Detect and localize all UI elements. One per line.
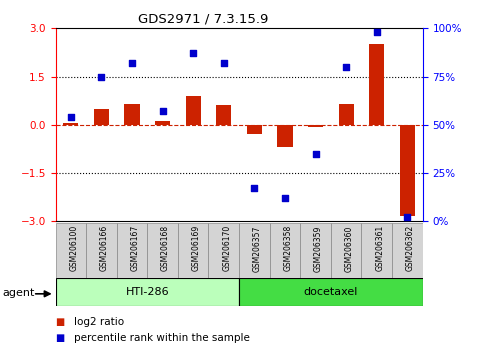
Bar [400,125,415,216]
Point [128,60,136,66]
Point [220,60,227,66]
Point [98,74,105,79]
Point [312,151,319,156]
Bar [308,125,323,127]
Point [67,114,75,120]
Bar [117,223,147,278]
Bar [63,123,78,125]
Text: GSM206357: GSM206357 [253,225,262,272]
Bar [247,125,262,135]
Text: docetaxel: docetaxel [304,287,358,297]
Text: GSM206100: GSM206100 [70,225,78,272]
Bar [94,109,109,125]
Text: log2 ratio: log2 ratio [74,317,124,327]
Point [342,64,350,70]
Bar [86,223,117,278]
Bar [392,223,423,278]
Bar [369,44,384,125]
Point [251,185,258,191]
Text: percentile rank within the sample: percentile rank within the sample [74,333,250,343]
Bar [209,223,239,278]
Bar [125,104,140,125]
Text: GSM206360: GSM206360 [345,225,354,272]
Text: ■: ■ [56,333,65,343]
Point [281,195,289,201]
Bar [339,104,354,125]
Text: agent: agent [2,288,35,298]
Bar [56,223,86,278]
Bar [147,223,178,278]
Point [159,108,167,114]
Bar [155,121,170,125]
Bar [361,223,392,278]
Bar [178,223,209,278]
Text: GSM206166: GSM206166 [100,225,109,272]
Point [373,29,381,35]
Bar [331,223,361,278]
Text: GSM206359: GSM206359 [314,225,323,272]
Text: GSM206358: GSM206358 [284,225,292,272]
Bar [300,223,331,278]
Text: GDS2971 / 7.3.15.9: GDS2971 / 7.3.15.9 [138,12,268,25]
Bar [56,278,239,306]
Point [189,51,197,56]
Text: GSM206168: GSM206168 [161,225,170,271]
Point [403,215,411,220]
Bar [277,125,293,147]
Text: ■: ■ [56,317,65,327]
Text: GSM206361: GSM206361 [375,225,384,272]
Bar [185,96,201,125]
Text: GSM206170: GSM206170 [222,225,231,272]
Bar [239,278,423,306]
Text: HTI-286: HTI-286 [126,287,169,297]
Bar [216,105,231,125]
Text: GSM206169: GSM206169 [192,225,200,272]
Text: GSM206167: GSM206167 [130,225,140,272]
Bar [270,223,300,278]
Text: GSM206362: GSM206362 [406,225,415,272]
Bar [239,223,270,278]
